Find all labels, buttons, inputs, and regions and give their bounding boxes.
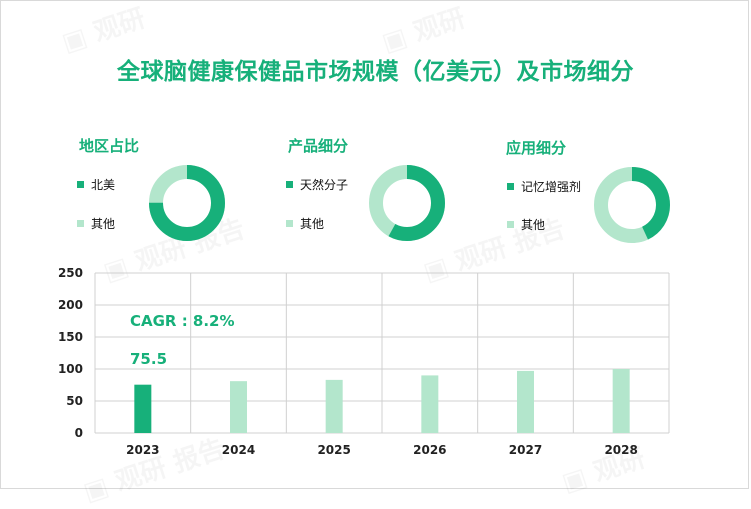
y-tick-label: 250: [58, 266, 83, 280]
legend-label: 其他: [300, 217, 325, 231]
legend-swatch: [77, 181, 84, 188]
donut-chart-region: [149, 165, 225, 241]
legend-label: 其他: [521, 218, 546, 232]
bar-2027: [517, 370, 534, 433]
legend-swatch: [286, 220, 293, 227]
legend-label: 天然分子: [300, 178, 349, 192]
bar-2023: [134, 384, 152, 433]
legend-item-north-america: 北美: [77, 176, 115, 193]
bar-2026: [421, 375, 439, 433]
bar-2028: [612, 369, 630, 433]
legend-item-other: 其他: [507, 216, 545, 233]
legend-label: 其他: [91, 217, 116, 231]
legend-item-natural-molecules: 天然分子: [286, 176, 348, 193]
donut-chart-application: [594, 167, 670, 243]
donut-chart-product: [369, 165, 445, 241]
donut-slice-main: [149, 165, 225, 241]
legend-item-memory-enhancer: 记忆增强剂: [507, 178, 581, 195]
legend-item-other: 其他: [77, 215, 115, 232]
legend-swatch: [507, 183, 514, 190]
x-tick-label: 2023: [126, 443, 159, 457]
y-tick-label: 150: [58, 330, 83, 344]
donut-slice-main: [369, 165, 445, 241]
legend-swatch: [77, 220, 84, 227]
legend-swatch: [286, 181, 293, 188]
donut-slice-main: [594, 167, 670, 243]
x-tick-label: 2026: [413, 443, 446, 457]
x-tick-label: 2024: [222, 443, 255, 457]
bar-chart: 0 50 100 150 200 250 2023 2024 2025 2026 2027 2028 C…: [58, 266, 670, 457]
legend-label: 记忆增强剂: [521, 180, 582, 194]
y-tick-label: 100: [58, 362, 83, 376]
legend-swatch: [507, 221, 514, 228]
x-tick-label: 2028: [604, 443, 637, 457]
y-tick-label: 50: [66, 394, 83, 408]
panel-title-product: 产品细分: [288, 137, 349, 155]
x-tick-label: 2027: [509, 443, 542, 457]
chart-frame: [0, 0, 749, 489]
y-tick-label: 200: [58, 298, 83, 312]
bar-value-label: 75.5: [130, 350, 167, 368]
legend-label: 北美: [91, 178, 116, 192]
bar-2025: [325, 379, 343, 433]
page-title: 全球脑健康保健品市场规模（亿美元）及市场细分: [117, 59, 634, 85]
bar-2024: [230, 381, 247, 433]
cagr-annotation: CAGR : 8.2%: [130, 312, 235, 330]
x-tick-label: 2025: [317, 443, 350, 457]
panel-title-application: 应用细分: [506, 139, 567, 157]
y-tick-label: 0: [75, 426, 83, 440]
panel-title-region: 地区占比: [79, 137, 140, 155]
legend-item-other: 其他: [286, 215, 324, 232]
